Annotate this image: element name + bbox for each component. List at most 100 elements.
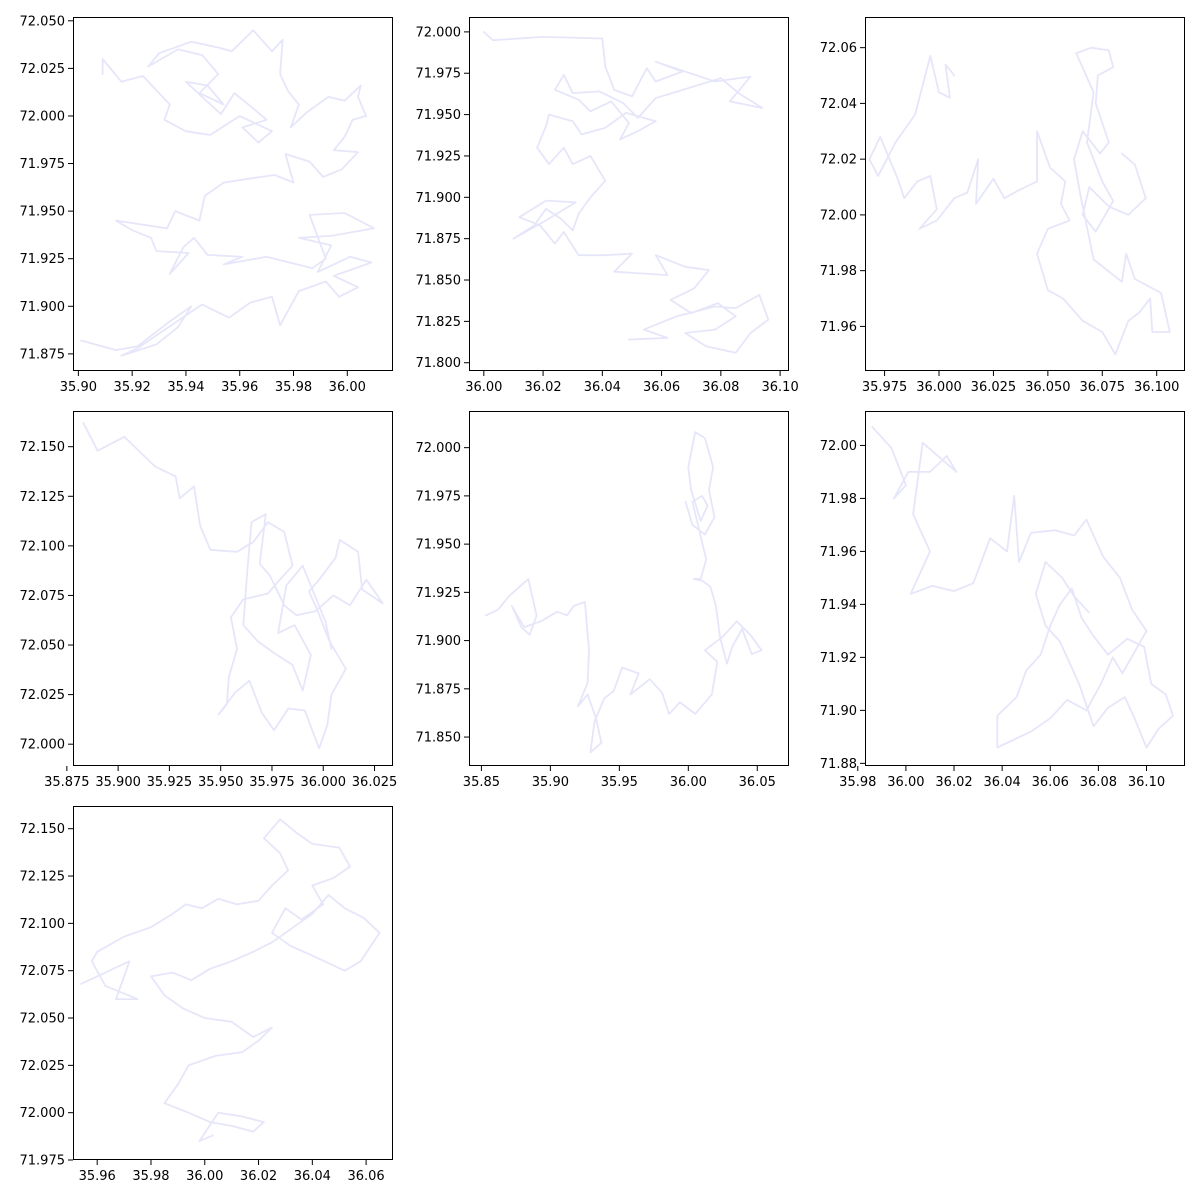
x-tick-label: 35.96 bbox=[221, 380, 258, 395]
trajectory-line bbox=[868, 46, 1171, 356]
x-tick-label: 36.06 bbox=[643, 380, 680, 395]
y-tick-label: 72.050 bbox=[20, 1012, 66, 1027]
x-tick-label: 35.98 bbox=[132, 1169, 169, 1184]
y-tick-label: 72.00 bbox=[820, 439, 857, 454]
y-tick-label: 71.98 bbox=[820, 492, 857, 507]
y-tick-label: 71.975 bbox=[416, 489, 462, 504]
x-tick-label: 36.025 bbox=[352, 775, 398, 790]
x-tick-label: 35.94 bbox=[167, 380, 204, 395]
y-tick-label: 72.02 bbox=[820, 153, 857, 168]
y-tick-label: 72.025 bbox=[20, 62, 66, 77]
y-tick-label: 71.825 bbox=[416, 315, 462, 330]
y-tick-label: 71.925 bbox=[416, 149, 462, 164]
x-tick-label: 36.06 bbox=[347, 1169, 384, 1184]
axes-frame bbox=[73, 806, 393, 1160]
subplot-1: 35.90 35.92 35.94 35.96 35.98 36.00 71.875 71.9… bbox=[20, 14, 393, 395]
axes-frame bbox=[865, 17, 1185, 371]
y-tick-label: 72.000 bbox=[20, 738, 66, 753]
y-tick-label: 71.875 bbox=[416, 682, 462, 697]
subplot-6: 35.98 36.00 36.02 36.04 36.06 36.08 36.10 71.88… bbox=[820, 411, 1185, 790]
axes-frame bbox=[865, 411, 1185, 766]
y-tick-label: 72.025 bbox=[20, 688, 66, 703]
x-tick-label: 36.10 bbox=[1128, 775, 1165, 790]
y-tick-label: 72.075 bbox=[20, 589, 66, 604]
y-tick-label: 72.050 bbox=[20, 14, 66, 29]
y-tick-label: 71.800 bbox=[416, 356, 462, 371]
y-tick-label: 72.075 bbox=[20, 964, 66, 979]
y-tick-label: 71.850 bbox=[416, 274, 462, 289]
axes-frame bbox=[73, 17, 393, 371]
y-tick-label: 71.975 bbox=[416, 67, 462, 82]
axes-frame bbox=[469, 17, 789, 371]
y-tick-label: 71.94 bbox=[820, 598, 857, 613]
x-tick-label: 35.95 bbox=[601, 775, 638, 790]
trajectory-line bbox=[482, 31, 770, 354]
trajectory-line bbox=[871, 426, 1174, 749]
x-tick-label: 36.025 bbox=[971, 380, 1017, 395]
y-tick-label: 71.850 bbox=[416, 731, 462, 746]
x-tick-label: 36.02 bbox=[935, 775, 972, 790]
x-tick-label: 36.00 bbox=[670, 775, 707, 790]
y-tick-label: 71.875 bbox=[20, 347, 66, 362]
x-tick-label: 35.950 bbox=[198, 775, 244, 790]
y-tick-label: 72.000 bbox=[416, 441, 462, 456]
x-tick-label: 35.90 bbox=[532, 775, 569, 790]
y-tick-label: 72.125 bbox=[20, 490, 66, 505]
y-tick-label: 72.125 bbox=[20, 870, 66, 885]
x-tick-label: 36.02 bbox=[524, 380, 561, 395]
x-tick-label: 35.96 bbox=[79, 1169, 116, 1184]
y-tick-label: 71.975 bbox=[20, 1154, 66, 1169]
subplot-7: 35.96 35.98 36.00 36.02 36.04 36.06 71.975 72.0… bbox=[20, 806, 393, 1184]
x-tick-label: 36.00 bbox=[887, 775, 924, 790]
x-tick-label: 35.98 bbox=[839, 775, 876, 790]
x-tick-label: 36.04 bbox=[584, 380, 621, 395]
x-tick-label: 35.98 bbox=[275, 380, 312, 395]
y-tick-label: 71.90 bbox=[820, 704, 857, 719]
trajectory-line bbox=[80, 29, 376, 357]
x-tick-label: 36.100 bbox=[1134, 380, 1180, 395]
x-tick-label: 35.975 bbox=[862, 380, 908, 395]
y-tick-label: 71.900 bbox=[416, 634, 462, 649]
x-tick-label: 36.050 bbox=[1025, 380, 1071, 395]
x-tick-label: 36.08 bbox=[702, 380, 739, 395]
x-tick-label: 36.10 bbox=[762, 380, 799, 395]
y-tick-label: 71.88 bbox=[820, 757, 857, 772]
x-tick-label: 36.05 bbox=[739, 775, 776, 790]
x-tick-label: 36.04 bbox=[984, 775, 1021, 790]
x-tick-label: 36.00 bbox=[465, 380, 502, 395]
y-tick-label: 72.050 bbox=[20, 639, 66, 654]
y-tick-label: 71.925 bbox=[416, 586, 462, 601]
x-tick-label: 35.875 bbox=[44, 775, 90, 790]
subplot-5: 35.85 35.90 35.95 36.00 36.05 71.850 71.875 71.… bbox=[416, 411, 789, 790]
trajectory-line bbox=[484, 431, 763, 754]
y-tick-label: 71.950 bbox=[416, 108, 462, 123]
y-tick-label: 72.000 bbox=[20, 109, 66, 124]
x-tick-label: 35.85 bbox=[463, 775, 500, 790]
x-tick-label: 36.06 bbox=[1032, 775, 1069, 790]
x-tick-label: 36.02 bbox=[240, 1169, 277, 1184]
y-tick-label: 71.975 bbox=[20, 157, 66, 172]
x-tick-label: 35.975 bbox=[249, 775, 295, 790]
y-tick-label: 71.98 bbox=[820, 264, 857, 279]
subplot-2: 36.00 36.02 36.04 36.06 36.08 36.10 71.800 71.8… bbox=[416, 17, 799, 395]
y-tick-label: 71.96 bbox=[820, 320, 857, 335]
axes-frame bbox=[469, 411, 789, 766]
x-tick-label: 36.00 bbox=[329, 380, 366, 395]
x-tick-label: 35.92 bbox=[114, 380, 151, 395]
x-tick-label: 35.925 bbox=[147, 775, 193, 790]
x-tick-label: 36.075 bbox=[1080, 380, 1126, 395]
y-tick-label: 71.950 bbox=[20, 205, 66, 220]
axes-frame bbox=[73, 411, 393, 766]
y-tick-label: 72.025 bbox=[20, 1059, 66, 1074]
subplot-4: 35.875 35.900 35.925 35.950 35.975 36.000 36.0… bbox=[20, 411, 398, 790]
y-tick-label: 71.96 bbox=[820, 545, 857, 560]
y-tick-label: 72.000 bbox=[20, 1106, 66, 1121]
y-tick-label: 72.100 bbox=[20, 917, 66, 932]
y-tick-label: 72.150 bbox=[20, 440, 66, 455]
x-tick-label: 35.900 bbox=[95, 775, 141, 790]
x-tick-label: 36.000 bbox=[301, 775, 347, 790]
x-tick-label: 36.08 bbox=[1080, 775, 1117, 790]
y-tick-label: 71.925 bbox=[20, 252, 66, 267]
y-tick-label: 72.06 bbox=[820, 41, 857, 56]
